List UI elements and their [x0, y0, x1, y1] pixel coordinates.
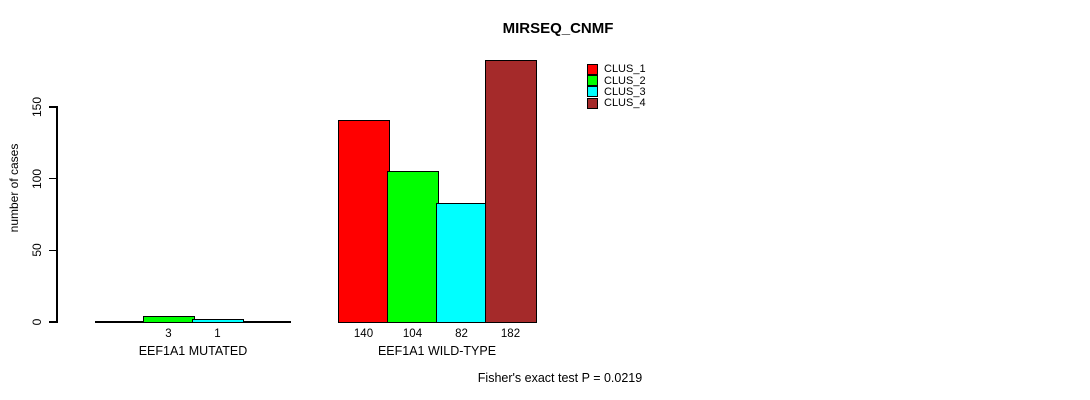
- bar-value-label: 182: [500, 328, 521, 340]
- legend-label: CLUS_1: [604, 63, 646, 76]
- y-tick-label: 50: [30, 243, 44, 258]
- bar-CLUS_3: [435, 202, 488, 324]
- bar-value-label: 1: [214, 328, 221, 340]
- bar-CLUS_2: [142, 316, 195, 324]
- legend-entry: CLUS_2: [587, 74, 646, 87]
- legend-entry: CLUS_3: [587, 86, 646, 98]
- bar-value-label: 82: [455, 328, 468, 340]
- legend-label: CLUS_4: [604, 97, 646, 110]
- legend-label: CLUS_2: [604, 74, 646, 87]
- bar-value-label: 3: [165, 328, 172, 340]
- y-axis-tick: [49, 321, 56, 323]
- bar-CLUS_2: [386, 171, 439, 324]
- legend-label: CLUS_3: [604, 86, 646, 98]
- bar-value-label: 104: [402, 328, 423, 340]
- x-axis-group-label: EEF1A1 WILD-TYPE: [377, 344, 497, 358]
- legend-swatch-CLUS_4: [587, 97, 598, 109]
- legend-entry: CLUS_1: [587, 63, 646, 76]
- y-axis-tick: [49, 249, 56, 252]
- y-tick-label: 100: [30, 168, 44, 189]
- legend-swatch-CLUS_3: [587, 86, 598, 98]
- bar-value-label: 140: [353, 328, 374, 340]
- bar-CLUS_3: [191, 319, 244, 324]
- annotation-text: Fisher's exact test P = 0.0219: [477, 371, 643, 385]
- bar-CLUS_1: [337, 119, 390, 324]
- y-axis-label: number of cases: [7, 143, 21, 233]
- legend-swatch-CLUS_1: [587, 63, 598, 75]
- y-axis-tick: [49, 106, 56, 108]
- y-axis-line: [56, 106, 58, 323]
- bar-CLUS_4: [484, 59, 537, 324]
- chart-title: MIRSEQ_CNMF: [502, 20, 614, 37]
- y-axis-tick: [49, 177, 56, 180]
- legend-swatch-CLUS_2: [587, 75, 598, 87]
- y-tick-label: 150: [30, 96, 44, 118]
- y-tick-label: 0: [30, 318, 44, 326]
- legend-entry: CLUS_4: [587, 97, 646, 110]
- x-axis-group-label: EEF1A1 MUTATED: [138, 344, 248, 358]
